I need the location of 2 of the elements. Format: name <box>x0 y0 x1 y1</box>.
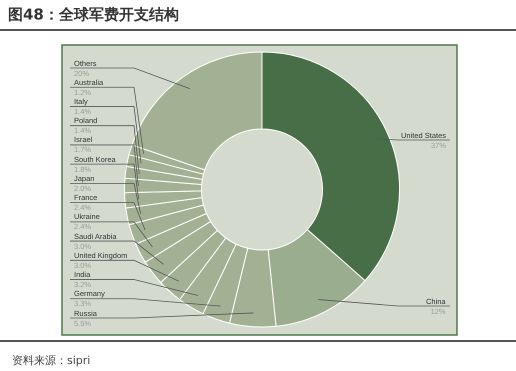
chart-title: 图48：全球军费开支结构 <box>8 5 179 24</box>
text: 资料来源：sipri <box>12 354 90 367</box>
